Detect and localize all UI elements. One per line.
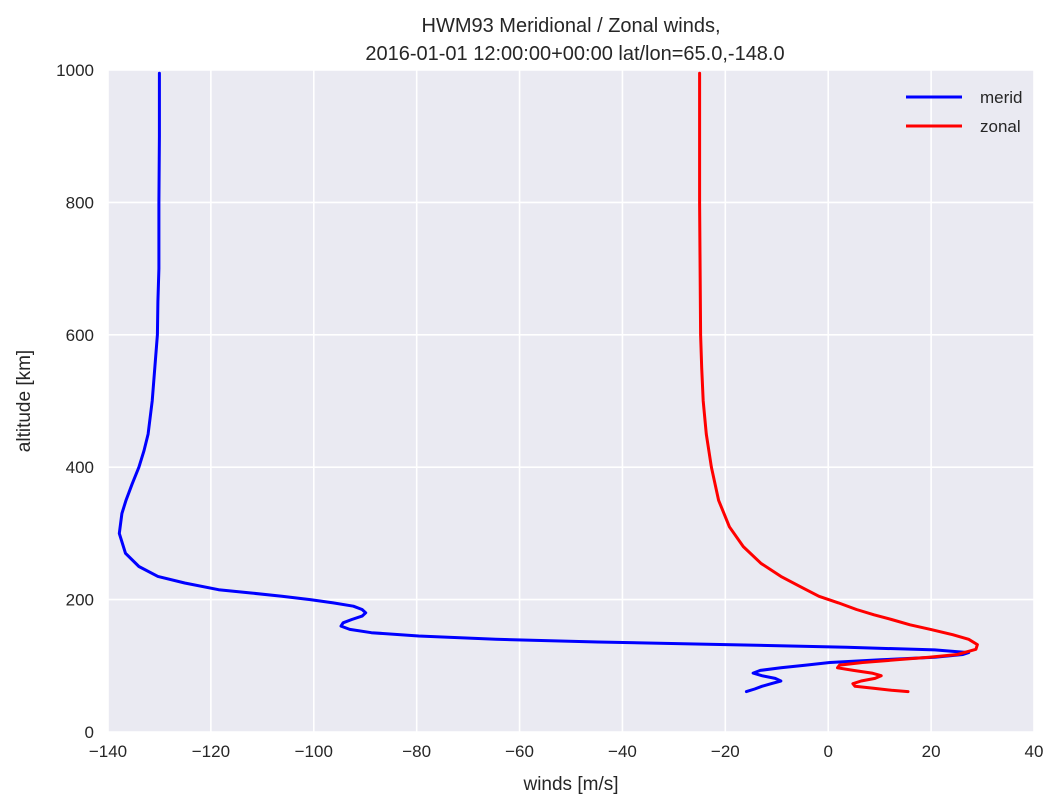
series-line-zonal [698, 71, 979, 694]
series-line-merid [117, 71, 971, 694]
y-axis-label: altitude [km] [14, 350, 35, 452]
x-tick-label: −100 [295, 742, 333, 761]
plot-area [108, 70, 1034, 732]
grid-lines [107, 69, 1035, 733]
x-axis-label: winds [m/s] [522, 774, 618, 795]
chart-title: HWM93 Meridional / Zonal winds, [422, 15, 721, 37]
legend-label-merid: merid [980, 88, 1023, 107]
x-tick-label: −40 [608, 742, 637, 761]
x-tick-label: −20 [711, 742, 740, 761]
y-tick-label: 1000 [56, 61, 94, 80]
y-tick-label: 800 [66, 193, 94, 212]
x-tick-label: −80 [402, 742, 431, 761]
chart-subtitle: 2016-01-01 12:00:00+00:00 lat/lon=65.0,-… [365, 43, 784, 65]
y-tick-label: 600 [66, 326, 94, 345]
x-tick-label: −140 [89, 742, 127, 761]
x-tick-labels: −140 −120 −100 −80 −60 −40 −20 0 20 40 [89, 742, 1044, 761]
legend: merid zonal [906, 88, 1023, 136]
x-tick-label: −120 [192, 742, 230, 761]
x-tick-label: 0 [823, 742, 832, 761]
y-tick-label: 0 [85, 723, 94, 742]
x-tick-label: 40 [1025, 742, 1044, 761]
x-tick-label: 20 [922, 742, 941, 761]
series-layer [117, 71, 979, 694]
y-tick-labels: 0 200 400 600 800 1000 [56, 61, 94, 742]
y-tick-label: 200 [66, 591, 94, 610]
legend-label-zonal: zonal [980, 117, 1021, 136]
x-tick-label: −60 [505, 742, 534, 761]
y-tick-label: 400 [66, 458, 94, 477]
